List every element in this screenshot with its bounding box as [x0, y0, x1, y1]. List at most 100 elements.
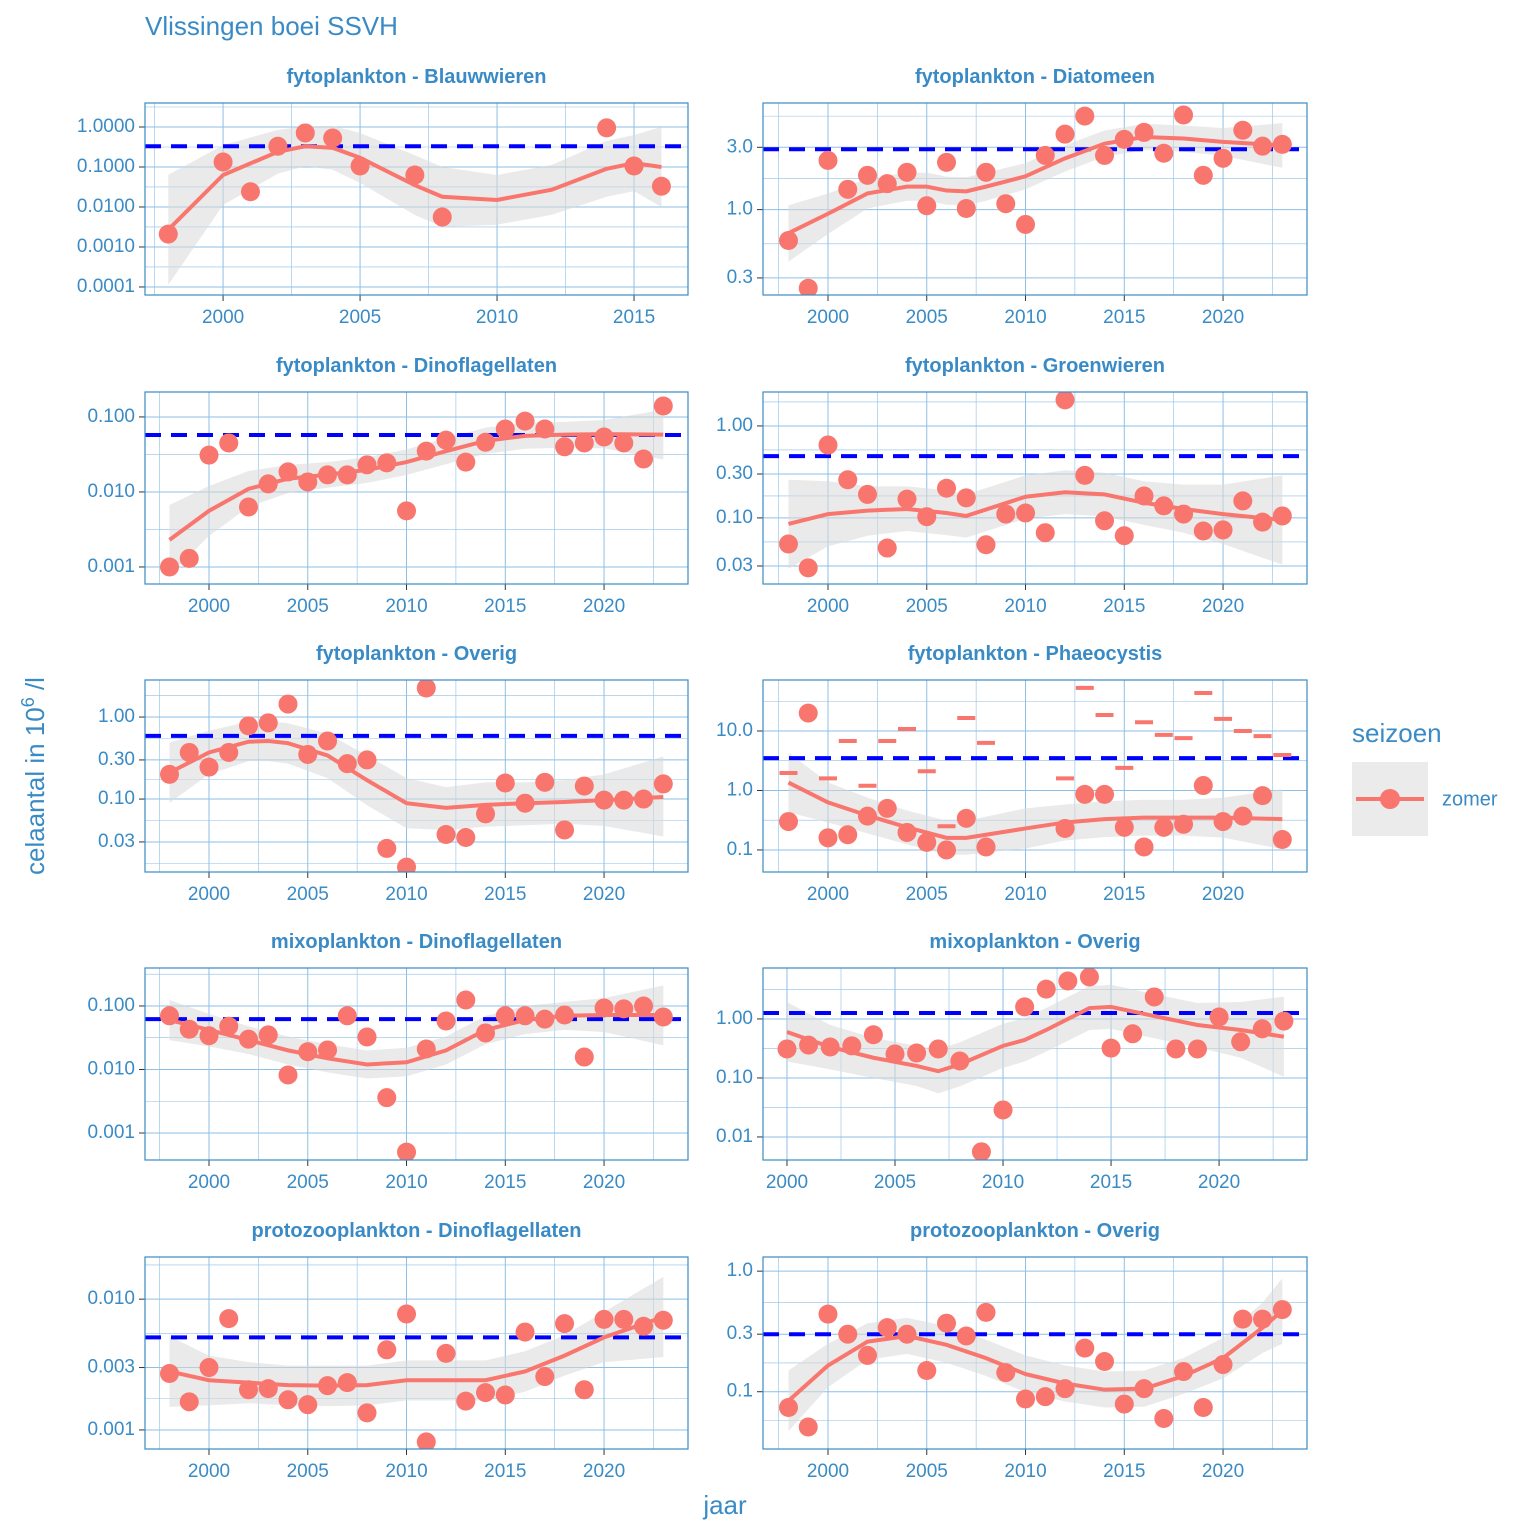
- panel: mixoplankton - Dinoflagellaten 0.001 0.010…: [87, 931, 689, 1193]
- y-tick-label: 0.0100: [77, 196, 135, 217]
- point: [778, 812, 798, 832]
- point: [897, 162, 917, 182]
- x-tick-label: 2010: [476, 307, 518, 328]
- point: [956, 1326, 976, 1346]
- point: [937, 478, 957, 498]
- point: [179, 1019, 199, 1039]
- point: [219, 433, 239, 453]
- y-tick-label: 0.003: [87, 1357, 135, 1378]
- point: [818, 150, 838, 170]
- y-tick-label: 0.30: [98, 749, 135, 770]
- point: [971, 1142, 991, 1160]
- point: [432, 207, 452, 227]
- point: [1055, 124, 1075, 144]
- point: [476, 1383, 496, 1403]
- x-tick-label: 2010: [1004, 307, 1046, 328]
- panel-border: [144, 967, 689, 1161]
- point: [857, 165, 877, 185]
- x-tick-label: 2015: [1090, 1172, 1132, 1193]
- point: [818, 828, 838, 848]
- point: [1253, 1309, 1273, 1329]
- x-tick-label: 2020: [583, 884, 625, 905]
- smooth-line: [787, 134, 1283, 235]
- plot-area: [145, 985, 688, 1160]
- panel-border: [762, 1256, 1308, 1450]
- point: [799, 1035, 819, 1055]
- panel-border: [144, 391, 689, 585]
- x-tick-label: 2010: [1004, 1461, 1046, 1482]
- point: [337, 754, 357, 774]
- point: [555, 1005, 575, 1025]
- point: [295, 123, 315, 143]
- point: [777, 1039, 797, 1059]
- y-tick-label: 0.10: [716, 507, 753, 528]
- point: [219, 1309, 239, 1329]
- point: [818, 1304, 838, 1324]
- point: [1036, 979, 1056, 999]
- point: [857, 806, 877, 826]
- point: [1233, 491, 1253, 511]
- y-tick-label: 0.001: [87, 556, 135, 577]
- point: [278, 462, 298, 482]
- x-axis-label: jaar: [702, 1490, 747, 1520]
- point: [258, 1025, 278, 1045]
- point: [653, 396, 673, 416]
- point: [574, 1380, 594, 1400]
- point: [877, 798, 897, 818]
- point: [298, 472, 318, 492]
- point: [651, 176, 671, 196]
- plot-area: [763, 968, 1307, 1160]
- point: [535, 1009, 555, 1029]
- x-tick-label: 2020: [1202, 307, 1244, 328]
- point: [1174, 504, 1194, 524]
- point: [1213, 1355, 1233, 1375]
- point: [535, 1367, 555, 1387]
- point: [476, 804, 496, 824]
- panel-border: [762, 391, 1308, 585]
- point: [219, 1016, 239, 1036]
- point: [857, 1345, 877, 1365]
- y-tick-label: 0.010: [87, 1288, 135, 1309]
- point: [158, 224, 178, 244]
- point: [1095, 784, 1115, 804]
- point: [917, 1360, 937, 1380]
- point: [377, 1088, 397, 1108]
- panel-title: mixoplankton - Dinoflagellaten: [271, 931, 562, 953]
- x-tick-label: 2015: [1103, 884, 1145, 905]
- point: [555, 1314, 575, 1334]
- y-tick-label: 1.00: [98, 706, 135, 727]
- panel: mixoplankton - Overig 0.01 0.10 1.00 2000 200…: [716, 931, 1308, 1193]
- y-tick-label: 0.010: [87, 1059, 135, 1080]
- point: [818, 435, 838, 455]
- point: [1058, 971, 1078, 991]
- point: [298, 1042, 318, 1062]
- point: [956, 198, 976, 218]
- chart-title: Vlissingen boei SSVH: [145, 11, 398, 41]
- point: [653, 774, 673, 794]
- y-label-text: celaantal in 10: [20, 707, 50, 875]
- x-tick-label: 2010: [982, 1172, 1024, 1193]
- panel-border: [762, 679, 1308, 873]
- point: [614, 433, 634, 453]
- point: [574, 776, 594, 796]
- x-tick-label: 2000: [807, 1461, 849, 1482]
- plot-area: [145, 680, 688, 872]
- x-tick-label: 2015: [484, 884, 526, 905]
- point: [798, 558, 818, 578]
- y-tick-label: 1.00: [716, 415, 753, 436]
- point: [917, 832, 937, 852]
- point: [798, 278, 818, 295]
- y-tick-label: 0.10: [716, 1067, 753, 1088]
- point: [838, 1324, 858, 1344]
- point: [350, 156, 370, 176]
- plot-area: [145, 396, 688, 577]
- plot-area: [763, 392, 1307, 578]
- panel: fytoplankton - Phaeocystis 0.1 1.0 10.0 2000…: [716, 643, 1308, 905]
- point: [1015, 997, 1035, 1017]
- point: [159, 764, 179, 784]
- point: [1144, 987, 1164, 1007]
- point: [258, 1379, 278, 1399]
- x-tick-label: 2020: [583, 1172, 625, 1193]
- point: [199, 1358, 219, 1378]
- y-tick-label: 0.001: [87, 1419, 135, 1440]
